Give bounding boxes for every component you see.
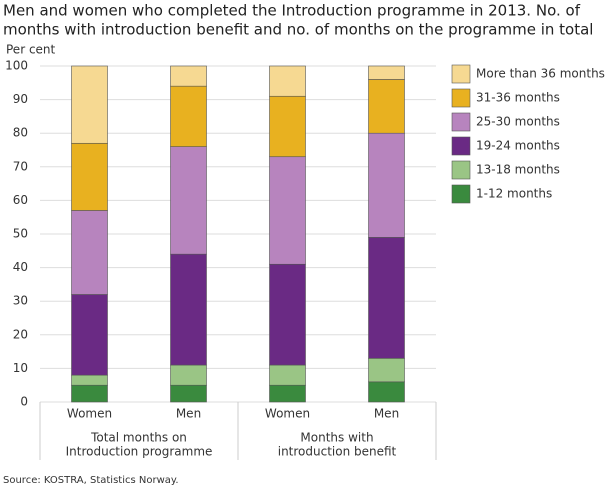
y-tick-label: 70 <box>13 159 28 173</box>
source: Source: KOSTRA, Statistics Norway. <box>3 475 179 486</box>
legend-label: 31-36 months <box>476 91 560 105</box>
legend-label: 25-30 months <box>476 115 560 129</box>
chart-title: Men and women who completed the Introduc… <box>3 2 581 20</box>
bar-segment <box>71 142 108 211</box>
group-label: Introduction programme <box>66 445 213 459</box>
bar-segment <box>269 364 306 386</box>
y-tick-label: 30 <box>13 294 28 308</box>
group-label: Total months on <box>90 431 187 445</box>
bar-segment <box>170 85 207 147</box>
y-tick-label: 90 <box>13 92 28 106</box>
bar-segment <box>368 381 405 403</box>
bar-segment <box>170 146 207 255</box>
bar-segment <box>170 384 207 403</box>
legend-swatch <box>451 88 471 108</box>
legend-label: More than 36 months <box>476 67 605 81</box>
x-tick-label: Women <box>265 407 310 421</box>
legend-swatch <box>451 112 471 132</box>
legend-label: 19-24 months <box>476 139 560 153</box>
legend-label: 1-12 months <box>476 187 552 201</box>
legend-label: 13-18 months <box>476 163 560 177</box>
bar-segment <box>71 65 108 144</box>
bar-segment <box>269 95 306 158</box>
group-label: Months with <box>300 431 373 445</box>
legend-swatch <box>451 160 471 180</box>
x-tick-label: Men <box>374 407 399 421</box>
y-tick-label: 60 <box>13 193 28 207</box>
legend-swatch <box>451 64 471 84</box>
bar-segment <box>368 237 405 359</box>
bar-segment <box>71 210 108 295</box>
y-tick-label: 40 <box>13 260 28 274</box>
y-axis-label: Per cent <box>6 43 56 57</box>
bar-segment <box>368 132 405 238</box>
x-tick-label: Men <box>176 407 201 421</box>
y-tick-label: 20 <box>13 327 28 341</box>
bar-segment <box>368 65 405 80</box>
bar-segment <box>368 79 405 134</box>
y-tick-label: 0 <box>20 395 28 409</box>
bar-segment <box>71 294 108 376</box>
bar-segment <box>170 253 207 366</box>
bar-segment <box>368 358 405 383</box>
x-tick-label: Women <box>67 407 112 421</box>
bar-segment <box>269 384 306 403</box>
chart-title: months with introduction benefit and no.… <box>3 21 593 39</box>
bar-segment <box>170 364 207 386</box>
legend-swatch <box>451 136 471 156</box>
y-tick-label: 50 <box>13 227 28 241</box>
y-tick-label: 100 <box>5 59 28 73</box>
bar-segment <box>269 263 306 366</box>
bar-segment <box>71 384 108 403</box>
bar-segment <box>269 65 306 97</box>
bar-segment <box>71 374 108 386</box>
bar-segment <box>269 156 306 265</box>
legend-swatch <box>451 184 471 204</box>
bar-segment <box>170 65 207 87</box>
y-tick-label: 80 <box>13 126 28 140</box>
y-tick-label: 10 <box>13 361 28 375</box>
group-label: introduction benefit <box>278 445 397 459</box>
